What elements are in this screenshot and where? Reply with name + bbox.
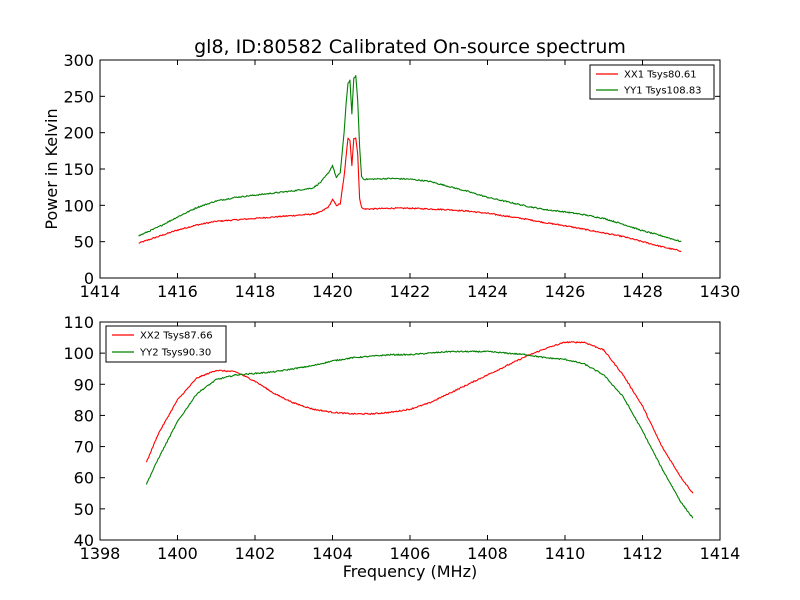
bottom-x-tick-label: 1406 [390, 544, 431, 563]
bottom-series-line-xx2 [145, 341, 694, 494]
top-y-tick-label: 0 [84, 269, 94, 288]
top-x-tick-label: 1426 [545, 282, 586, 301]
top-x-tick-label: 1430 [700, 282, 741, 301]
bottom-axis-ticks: 1398 1400 1402 1404 1406 1408 1410 1412 1414 40 50… [63, 313, 740, 563]
top-x-tick-label: 1424 [467, 282, 508, 301]
bottom-x-tick-label: 1410 [545, 544, 586, 563]
bottom-y-tick-label: 50 [74, 500, 94, 519]
legend-label-yy1: YY1 Tsys108.83 [623, 86, 702, 97]
top-x-tick-label: 1420 [312, 282, 353, 301]
legend-label-xx1: XX1 Tsys80.61 [624, 70, 697, 81]
bottom-legend-box [105, 325, 227, 363]
bottom-x-tick-label: 1404 [312, 544, 353, 563]
bottom-x-tick-label: 1400 [157, 544, 198, 563]
top-axis-ticks: 1414 1416 1418 1420 1422 1424 1426 1428 1430 0 50 1… [63, 51, 740, 301]
top-x-tick-label: 1422 [390, 282, 431, 301]
legend-label-yy2: YY2 Tsys90.30 [139, 348, 211, 359]
bottom-y-tick-label: 80 [74, 406, 94, 425]
top-y-tick-label: 50 [74, 233, 94, 252]
bottom-series-line-yy2 [145, 350, 694, 519]
bottom-y-tick-label: 60 [74, 469, 94, 488]
top-series-line-xx1 [138, 137, 682, 253]
top-panel: gl8, ID:80582 Calibrated On-source spect… [42, 36, 740, 301]
top-plot-series [138, 75, 682, 253]
top-y-tick-label: 150 [63, 160, 94, 179]
bottom-y-tick-label: 70 [74, 438, 94, 457]
bottom-plot-series [145, 341, 694, 519]
bottom-y-tick-label: 40 [74, 531, 94, 550]
top-x-tick-label: 1416 [157, 282, 198, 301]
bottom-x-tick-label: 1412 [622, 544, 663, 563]
top-y-tick-label: 300 [63, 51, 94, 70]
top-series-line-yy1 [138, 75, 682, 243]
bottom-y-tick-label: 110 [63, 313, 94, 332]
bottom-x-tick-label: 1398 [80, 544, 121, 563]
legend-label-xx2: XX2 Tsys87.66 [140, 331, 213, 342]
top-x-tick-label: 1414 [80, 282, 121, 301]
bottom-x-tick-label: 1408 [467, 544, 508, 563]
top-y-axis-label: Power in Kelvin [42, 108, 61, 229]
bottom-y-tick-label: 90 [74, 375, 94, 394]
bottom-panel: 1398 1400 1402 1404 1406 1408 1410 1412 1414 40 50… [63, 313, 740, 581]
top-y-tick-label: 250 [63, 87, 94, 106]
top-legend: XX1 Tsys80.61 YY1 Tsys108.83 [589, 64, 715, 100]
top-x-tick-label: 1428 [622, 282, 663, 301]
bottom-x-tick-label: 1402 [235, 544, 276, 563]
bottom-y-tick-label: 100 [63, 344, 94, 363]
bottom-x-tick-label: 1414 [700, 544, 741, 563]
bottom-x-axis-label: Frequency (MHz) [343, 562, 477, 581]
top-legend-box [589, 64, 715, 100]
top-y-tick-label: 200 [63, 124, 94, 143]
top-x-tick-label: 1418 [235, 282, 276, 301]
top-y-tick-label: 100 [63, 196, 94, 215]
bottom-legend: XX2 Tsys87.66 YY2 Tsys90.30 [105, 325, 227, 363]
chart-title: gl8, ID:80582 Calibrated On-source spect… [194, 36, 626, 58]
